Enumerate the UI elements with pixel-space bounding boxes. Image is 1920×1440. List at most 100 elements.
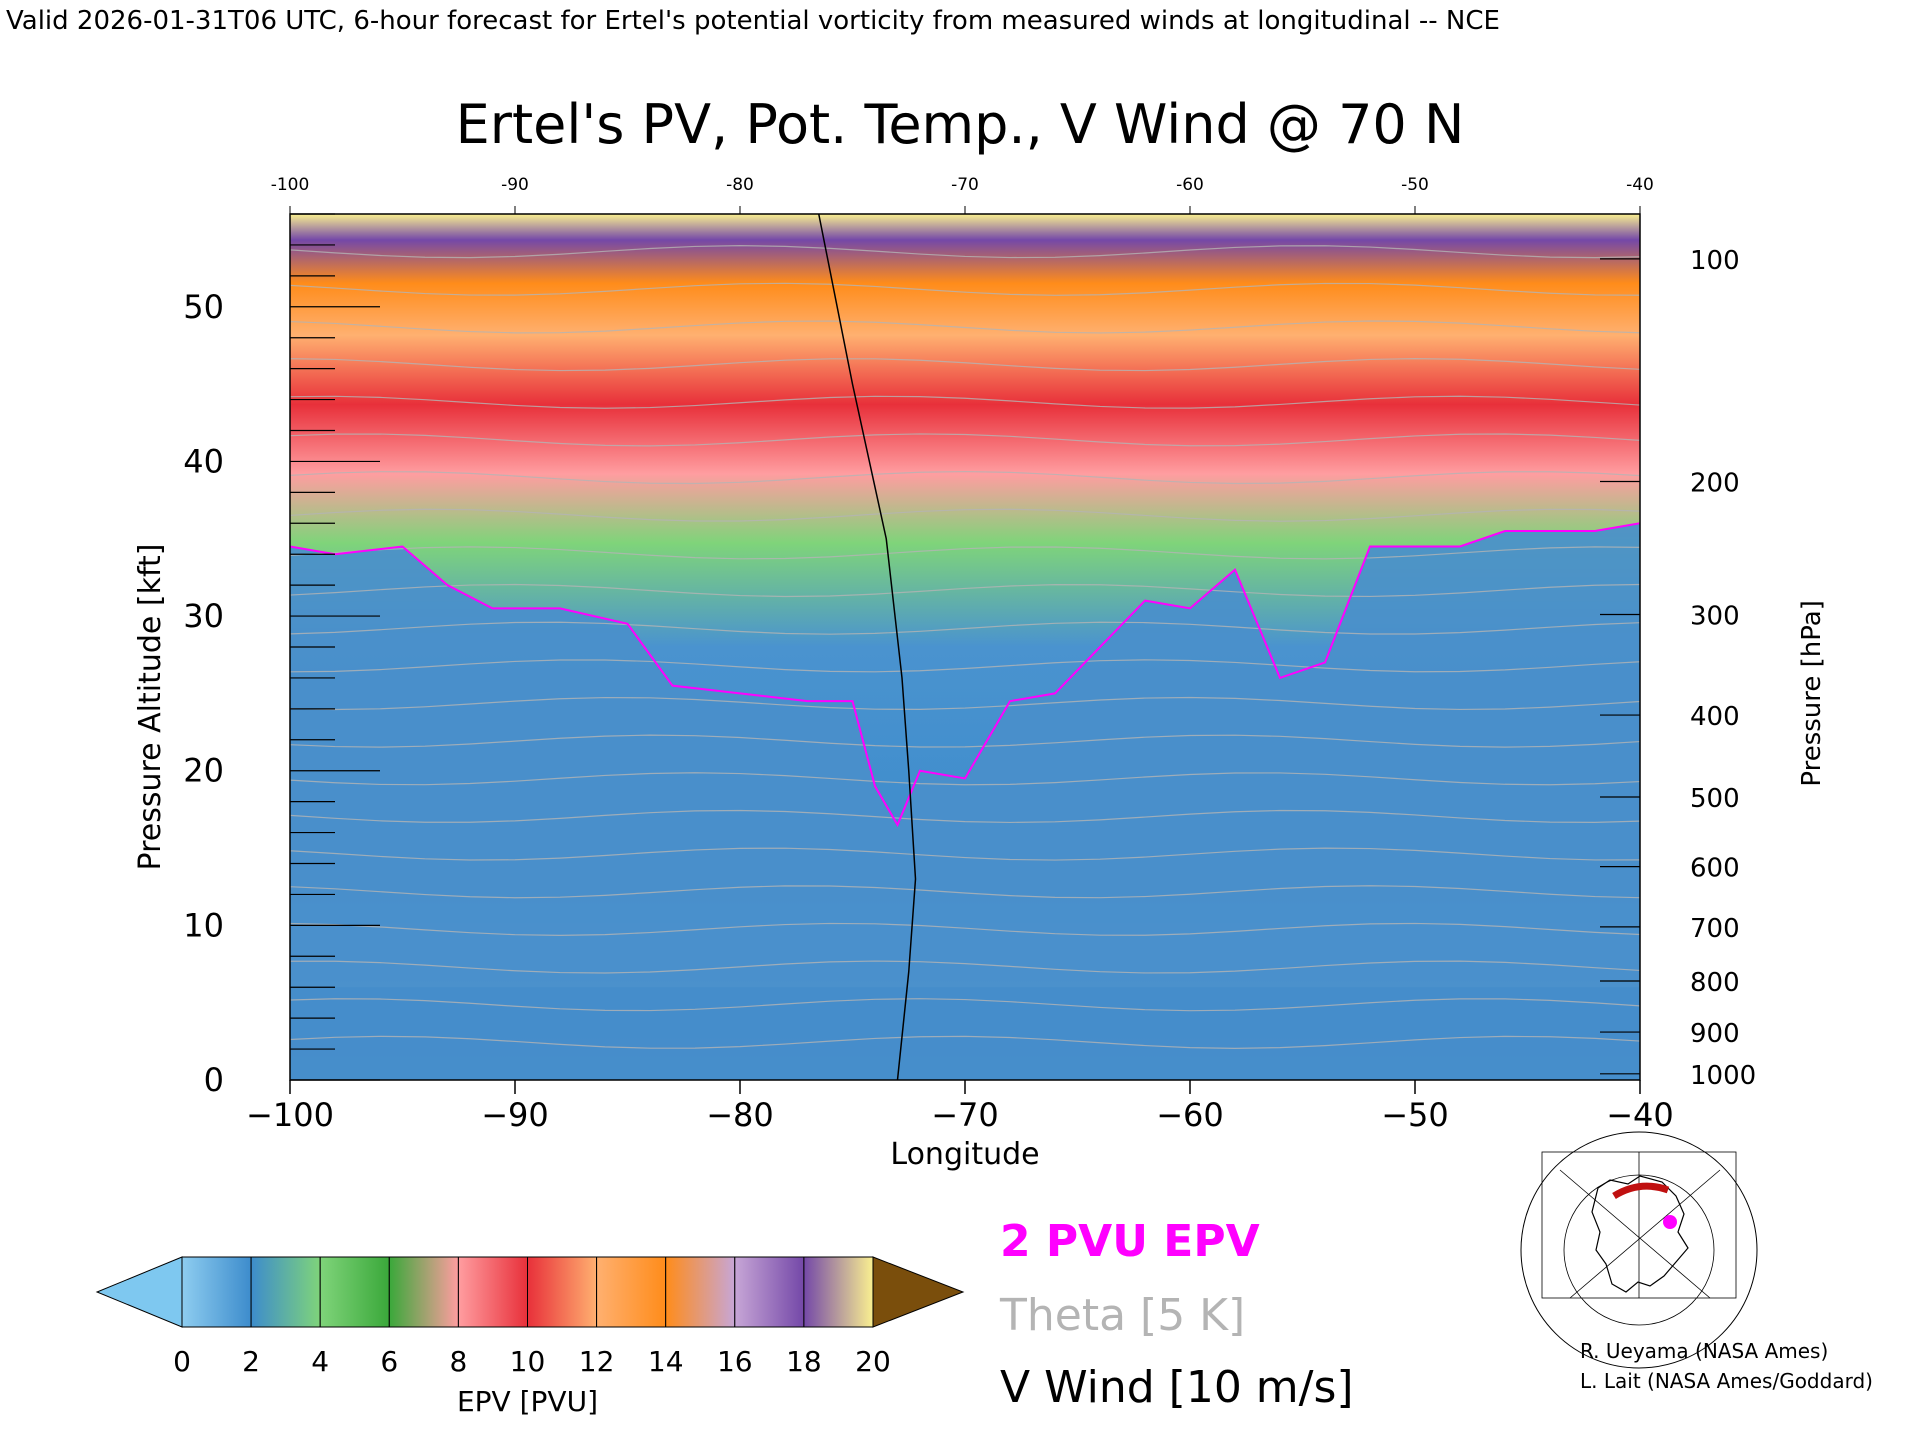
x-top-tick-label: -40: [1626, 175, 1654, 195]
colorbar-segment: [527, 1256, 598, 1328]
theta-isentrope: [290, 772, 1640, 786]
colorbar: 0 2 4 6 8 10 12 14 16 18 20: [95, 1256, 965, 1378]
legend: 2 PVU EPV Theta [5 K] V Wind [10 m/s]: [999, 1216, 1354, 1413]
colorbar-tick-label: 20: [855, 1345, 891, 1378]
pressure-tick-label: 100: [1690, 246, 1740, 276]
map-globe-outline: [1520, 1131, 1758, 1369]
theta-isentrope: [290, 508, 1640, 522]
legend-entry-epv: 2 PVU EPV: [1000, 1216, 1260, 1267]
x-top-tick-label: -90: [501, 175, 529, 195]
y-tick-label: 0: [204, 1061, 224, 1099]
theta-isentrope: [290, 922, 1640, 936]
x-top-tick-label: -80: [726, 175, 754, 195]
x-tick-label: −60: [1156, 1096, 1224, 1134]
pressure-tick-label: 700: [1690, 914, 1740, 944]
credit-line-1: R. Ueyama (NASA Ames): [1580, 1339, 1828, 1363]
colorbar-tick-label: 16: [717, 1345, 753, 1378]
pressure-tick-label: 900: [1690, 1019, 1740, 1049]
colorbar-tick-label: 10: [510, 1345, 546, 1378]
y-tick-label: 10: [183, 906, 224, 944]
pressure-axis-label: Pressure [hPa]: [1797, 600, 1827, 787]
colorbar-over-arrow: [872, 1256, 965, 1328]
theta-isentrope: [290, 1035, 1640, 1049]
colorbar-tick-label: 18: [786, 1345, 822, 1378]
theta-isentrope: [290, 847, 1640, 861]
plot-area: [290, 214, 1640, 1080]
colorbar-under-arrow: [95, 1256, 183, 1328]
pressure-tick-label: 600: [1690, 854, 1740, 884]
x-top-tick-label: -100: [271, 175, 310, 195]
header-text: Valid 2026-01-31T06 UTC, 6-hour forecast…: [6, 6, 1500, 36]
x-tick-label: −50: [1381, 1096, 1449, 1134]
location-map: [1520, 1131, 1758, 1369]
chart-title: Ertel's PV, Pot. Temp., V Wind @ 70 N: [456, 93, 1465, 156]
theta-isentrope: [290, 433, 1640, 447]
theta-isentrope: [290, 621, 1640, 635]
y-axis-label: Pressure Altitude [kft]: [133, 544, 168, 871]
legend-entry-theta: Theta [5 K]: [999, 1290, 1245, 1341]
theta-isentrope: [290, 395, 1640, 409]
x-axis-label: Longitude: [890, 1137, 1039, 1172]
map-meridian: [1569, 1169, 1721, 1299]
credit-line-2: L. Lait (NASA Ames/Goddard): [1580, 1369, 1873, 1393]
x-tick-label: −100: [246, 1096, 334, 1134]
x-tick-label: −90: [481, 1096, 549, 1134]
theta-isentrope: [290, 960, 1640, 974]
theta-isentrope: [290, 885, 1640, 899]
map-section-line: [1612, 1182, 1670, 1200]
pressure-tick-label: 300: [1690, 602, 1740, 632]
theta-isentrope: [290, 470, 1640, 485]
theta-isentrope: [290, 696, 1640, 711]
map-coastline: [1591, 1175, 1689, 1293]
colorbar-segment: [457, 1256, 528, 1328]
pressure-tick-label: 800: [1690, 968, 1740, 998]
theta-isentrope: [290, 809, 1640, 824]
colorbar-tick-label: 14: [648, 1345, 684, 1378]
epv-2pvu-line: [290, 522, 1640, 828]
map-frame-border: [1541, 1151, 1737, 1299]
legend-entry-vwind: V Wind [10 m/s]: [1000, 1362, 1354, 1413]
theta-isentrope: [290, 583, 1640, 598]
theta-isentrope: [290, 358, 1640, 372]
colorbar-tick-label: 0: [173, 1345, 191, 1378]
x-top-tick-label: -70: [951, 175, 979, 195]
lower-troposphere-shading: [290, 987, 1640, 1080]
theta-isentrope: [290, 245, 1640, 259]
map-location-marker: [1663, 1215, 1677, 1229]
theta-isentrope: [290, 320, 1640, 334]
pressure-tick-label: 500: [1690, 784, 1740, 814]
x-top-tick-label: -50: [1401, 175, 1429, 195]
x-top-tick-label: -60: [1176, 175, 1204, 195]
colorbar-segment: [665, 1256, 736, 1328]
x-tick-label: −80: [706, 1096, 774, 1134]
colorbar-tick-label: 2: [242, 1345, 260, 1378]
theta-isentrope: [290, 659, 1640, 673]
y-tick-label: 20: [183, 752, 224, 790]
colorbar-tick-label: 6: [380, 1345, 398, 1378]
colorbar-segment: [596, 1256, 667, 1328]
troposphere-pv-region: [290, 523, 1640, 1080]
colorbar-segment: [734, 1256, 805, 1328]
theta-isentrope: [290, 546, 1640, 560]
colorbar-label: EPV [PVU]: [457, 1385, 598, 1418]
pressure-tick-label: 400: [1690, 702, 1740, 732]
y-tick-label: 50: [183, 288, 224, 326]
colorbar-segment: [250, 1256, 321, 1328]
pressure-tick-label: 1000: [1690, 1061, 1756, 1091]
theta-isentrope: [290, 998, 1640, 1012]
x-tick-label: −40: [1606, 1096, 1674, 1134]
colorbar-segment: [803, 1256, 874, 1328]
map-meridian: [1559, 1169, 1711, 1299]
axes: −100 -100 −90 -90 −80 -80 −70 -70 −60 -60 −50 -50 −4…: [183, 175, 1756, 1134]
theta-isentrope: [290, 282, 1640, 296]
x-tick-label: −70: [931, 1096, 999, 1134]
y-tick-label: 30: [183, 597, 224, 635]
colorbar-tick-label: 12: [579, 1345, 615, 1378]
colorbar-tick-label: 8: [449, 1345, 467, 1378]
y-tick-label: 40: [183, 442, 224, 480]
theta-isentrope: [290, 734, 1640, 748]
colorbar-segment: [319, 1256, 390, 1328]
pressure-tick-label: 200: [1690, 469, 1740, 499]
colorbar-segment: [388, 1256, 459, 1328]
